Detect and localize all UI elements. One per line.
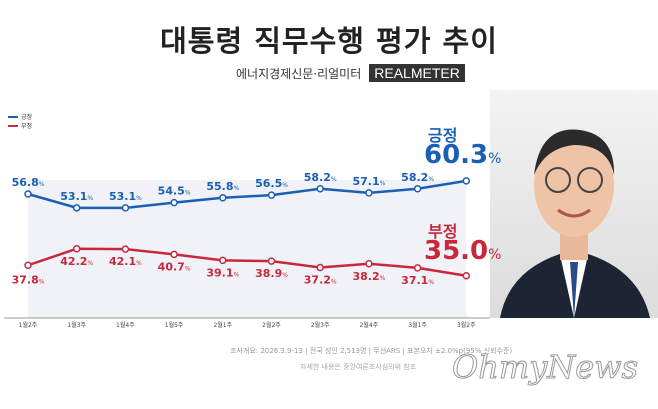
data-point [462, 177, 471, 185]
x-tick-label: 2월3주 [311, 321, 330, 329]
data-label: 58.2% [304, 171, 337, 184]
data-label: 56.5% [255, 177, 288, 190]
series-line-negative [27, 247, 467, 277]
data-label: 42.1% [109, 255, 142, 268]
x-tick-label: 1월5주 [165, 321, 184, 329]
page-title: 대통령 직무수행 평가 추이 [160, 24, 498, 58]
x-tick-label: 2월4주 [360, 321, 379, 329]
latest-positive-value: 60.3 [424, 140, 489, 170]
data-label: 53.1% [109, 190, 142, 203]
legend: 긍정 부정 [8, 112, 32, 130]
series-line-positive [27, 179, 467, 210]
data-point [170, 198, 178, 207]
data-label: 57.1% [352, 175, 385, 188]
x-tick-label: 3월2주 [457, 321, 476, 329]
data-label: 54.5% [158, 185, 191, 198]
data-point [24, 261, 32, 269]
legend-negative: 부정 [8, 121, 32, 130]
data-point [316, 263, 324, 272]
data-point [219, 194, 227, 202]
latest-positive: 60.3% [424, 140, 501, 170]
data-point [316, 185, 324, 193]
data-point [24, 190, 32, 198]
unit: % [488, 151, 502, 167]
source-text: 에너지경제신문·리얼미터 [236, 66, 362, 81]
source: 에너지경제신문·리얼미터 REALMETER [236, 64, 465, 82]
x-tick-label: 2월1주 [213, 321, 232, 329]
data-label: 37.8% [12, 273, 45, 286]
x-tick-label: 2월2주 [262, 321, 281, 329]
data-label: 56.8% [12, 176, 45, 189]
footnote-2: 자세한 내용은 중앙여론조사심의위 참조 [300, 363, 417, 371]
legend-positive: 긍정 [8, 112, 32, 121]
data-point [365, 260, 373, 268]
data-point [72, 204, 81, 212]
ohmynews-watermark: OhmyNews [451, 348, 639, 387]
data-point [121, 245, 130, 253]
legend-label: 부정 [21, 123, 33, 130]
latest-negative: 35.0% [424, 236, 501, 266]
president-photo [490, 90, 658, 318]
data-point [413, 264, 422, 272]
x-tick-label: 3월1주 [408, 321, 427, 329]
x-tick-label: 1월4주 [116, 321, 135, 329]
latest-positive-label: 긍정 [428, 126, 458, 145]
data-label: 38.2% [352, 270, 385, 283]
data-point [170, 250, 178, 259]
footnote: 조사개요: 2026.3.9-13 | 전국 성인 2,513명 | 무선ARS… [230, 347, 513, 355]
data-label: 37.1% [401, 274, 434, 287]
data-point [121, 204, 130, 212]
data-point [267, 191, 276, 199]
data-label: 53.1% [60, 190, 93, 203]
data-point [219, 256, 227, 265]
data-point [72, 245, 81, 253]
unit: % [488, 247, 502, 263]
data-point [413, 185, 422, 193]
data-label: 58.2% [401, 171, 434, 184]
realmeter-logo: REALMETER [369, 64, 465, 82]
data-label: 39.1% [206, 266, 239, 279]
data-label: 37.2% [304, 274, 337, 287]
latest-negative-label: 부정 [428, 222, 458, 241]
latest-negative-value: 35.0 [424, 236, 489, 266]
portrait-illustration [500, 129, 650, 318]
data-point [365, 189, 373, 197]
x-tick-label: 1월2주 [19, 321, 38, 329]
data-point [462, 272, 471, 280]
data-label: 42.2% [60, 255, 93, 268]
data-label: 38.9% [255, 267, 288, 280]
legend-label: 긍정 [21, 114, 33, 121]
x-tick-label: 1월3주 [67, 321, 86, 329]
data-label: 55.8% [206, 180, 239, 193]
data-label: 40.7% [158, 260, 191, 273]
data-point [267, 257, 276, 265]
